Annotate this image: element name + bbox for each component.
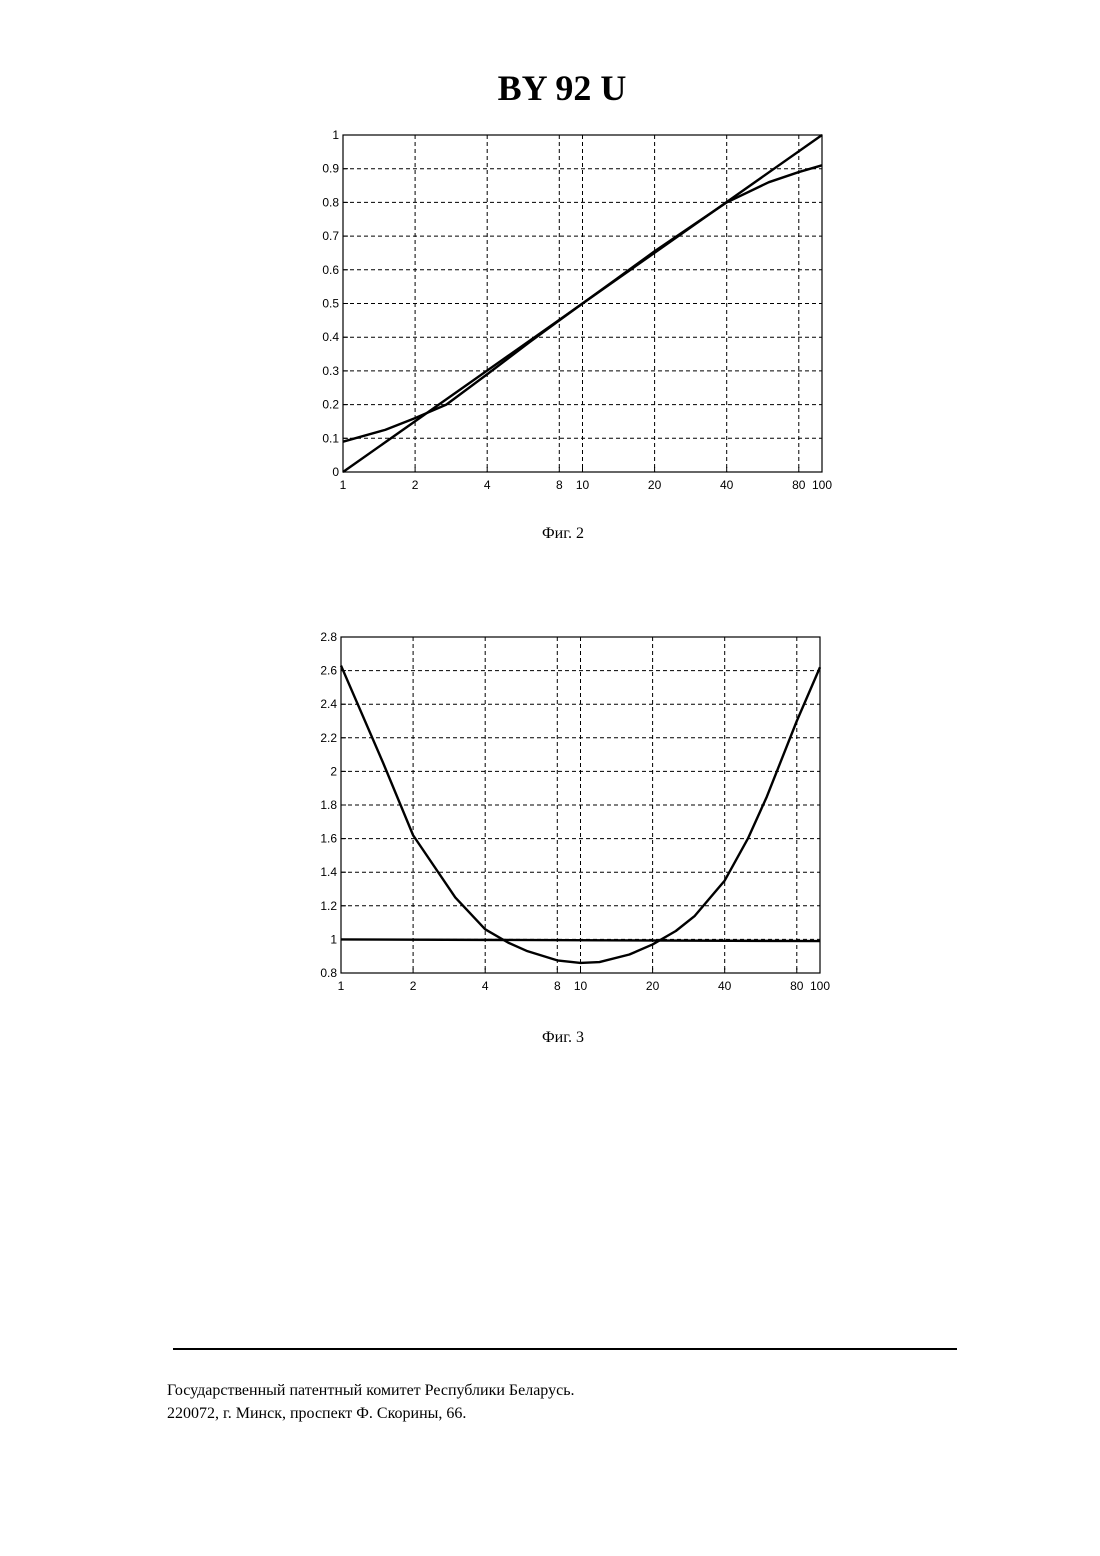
y-tick-label: 2.4: [320, 697, 337, 711]
y-tick-label: 1: [332, 128, 339, 142]
y-tick-label: 2.6: [320, 664, 337, 678]
x-tick-label: 20: [648, 478, 662, 492]
y-tick-label: 1: [330, 932, 337, 946]
page: BY 92 U Государственный патентный комите…: [0, 0, 1100, 1556]
y-tick-label: 1.8: [320, 798, 337, 812]
footer-line: 220072, г. Минск, проспект Ф. Скорины, 6…: [167, 1405, 466, 1422]
x-tick-label: 80: [790, 979, 804, 993]
y-tick-label: 0.4: [322, 330, 339, 344]
background: [0, 0, 1100, 1556]
series-line: [341, 939, 820, 941]
y-tick-label: 1.2: [320, 899, 337, 913]
y-tick-label: 1.6: [320, 832, 337, 846]
x-tick-label: 8: [554, 979, 561, 993]
x-tick-label: 40: [720, 478, 734, 492]
y-tick-label: 0.6: [322, 263, 339, 277]
header-title: BY 92 U: [498, 68, 627, 108]
x-tick-label: 10: [574, 979, 588, 993]
x-tick-label: 100: [810, 979, 830, 993]
x-tick-label: 4: [482, 979, 489, 993]
x-tick-label: 8: [556, 478, 563, 492]
y-tick-label: 0.8: [322, 195, 339, 209]
footer-line: Государственный патентный комитет Респуб…: [167, 1382, 575, 1399]
x-tick-label: 1: [340, 478, 347, 492]
y-tick-label: 2.8: [320, 630, 337, 644]
x-tick-label: 2: [412, 478, 419, 492]
y-tick-label: 0.7: [322, 229, 339, 243]
x-tick-label: 10: [576, 478, 590, 492]
figure-caption: Фиг. 3: [542, 1029, 584, 1046]
y-tick-label: 0.8: [320, 966, 337, 980]
y-tick-label: 1.4: [320, 865, 337, 879]
y-tick-label: 0.3: [322, 364, 339, 378]
y-tick-label: 0.2: [322, 398, 339, 412]
y-tick-label: 0.9: [322, 162, 339, 176]
y-tick-label: 0.5: [322, 297, 339, 311]
y-tick-label: 0.1: [322, 431, 339, 445]
x-tick-label: 80: [792, 478, 806, 492]
x-tick-label: 4: [484, 478, 491, 492]
y-tick-label: 2: [330, 764, 337, 778]
x-tick-label: 40: [718, 979, 732, 993]
y-tick-label: 0: [332, 465, 339, 479]
x-tick-label: 1: [338, 979, 345, 993]
x-tick-label: 2: [410, 979, 417, 993]
x-tick-label: 100: [812, 478, 832, 492]
figure-caption: Фиг. 2: [542, 525, 584, 542]
y-tick-label: 2.2: [320, 731, 337, 745]
x-tick-label: 20: [646, 979, 660, 993]
